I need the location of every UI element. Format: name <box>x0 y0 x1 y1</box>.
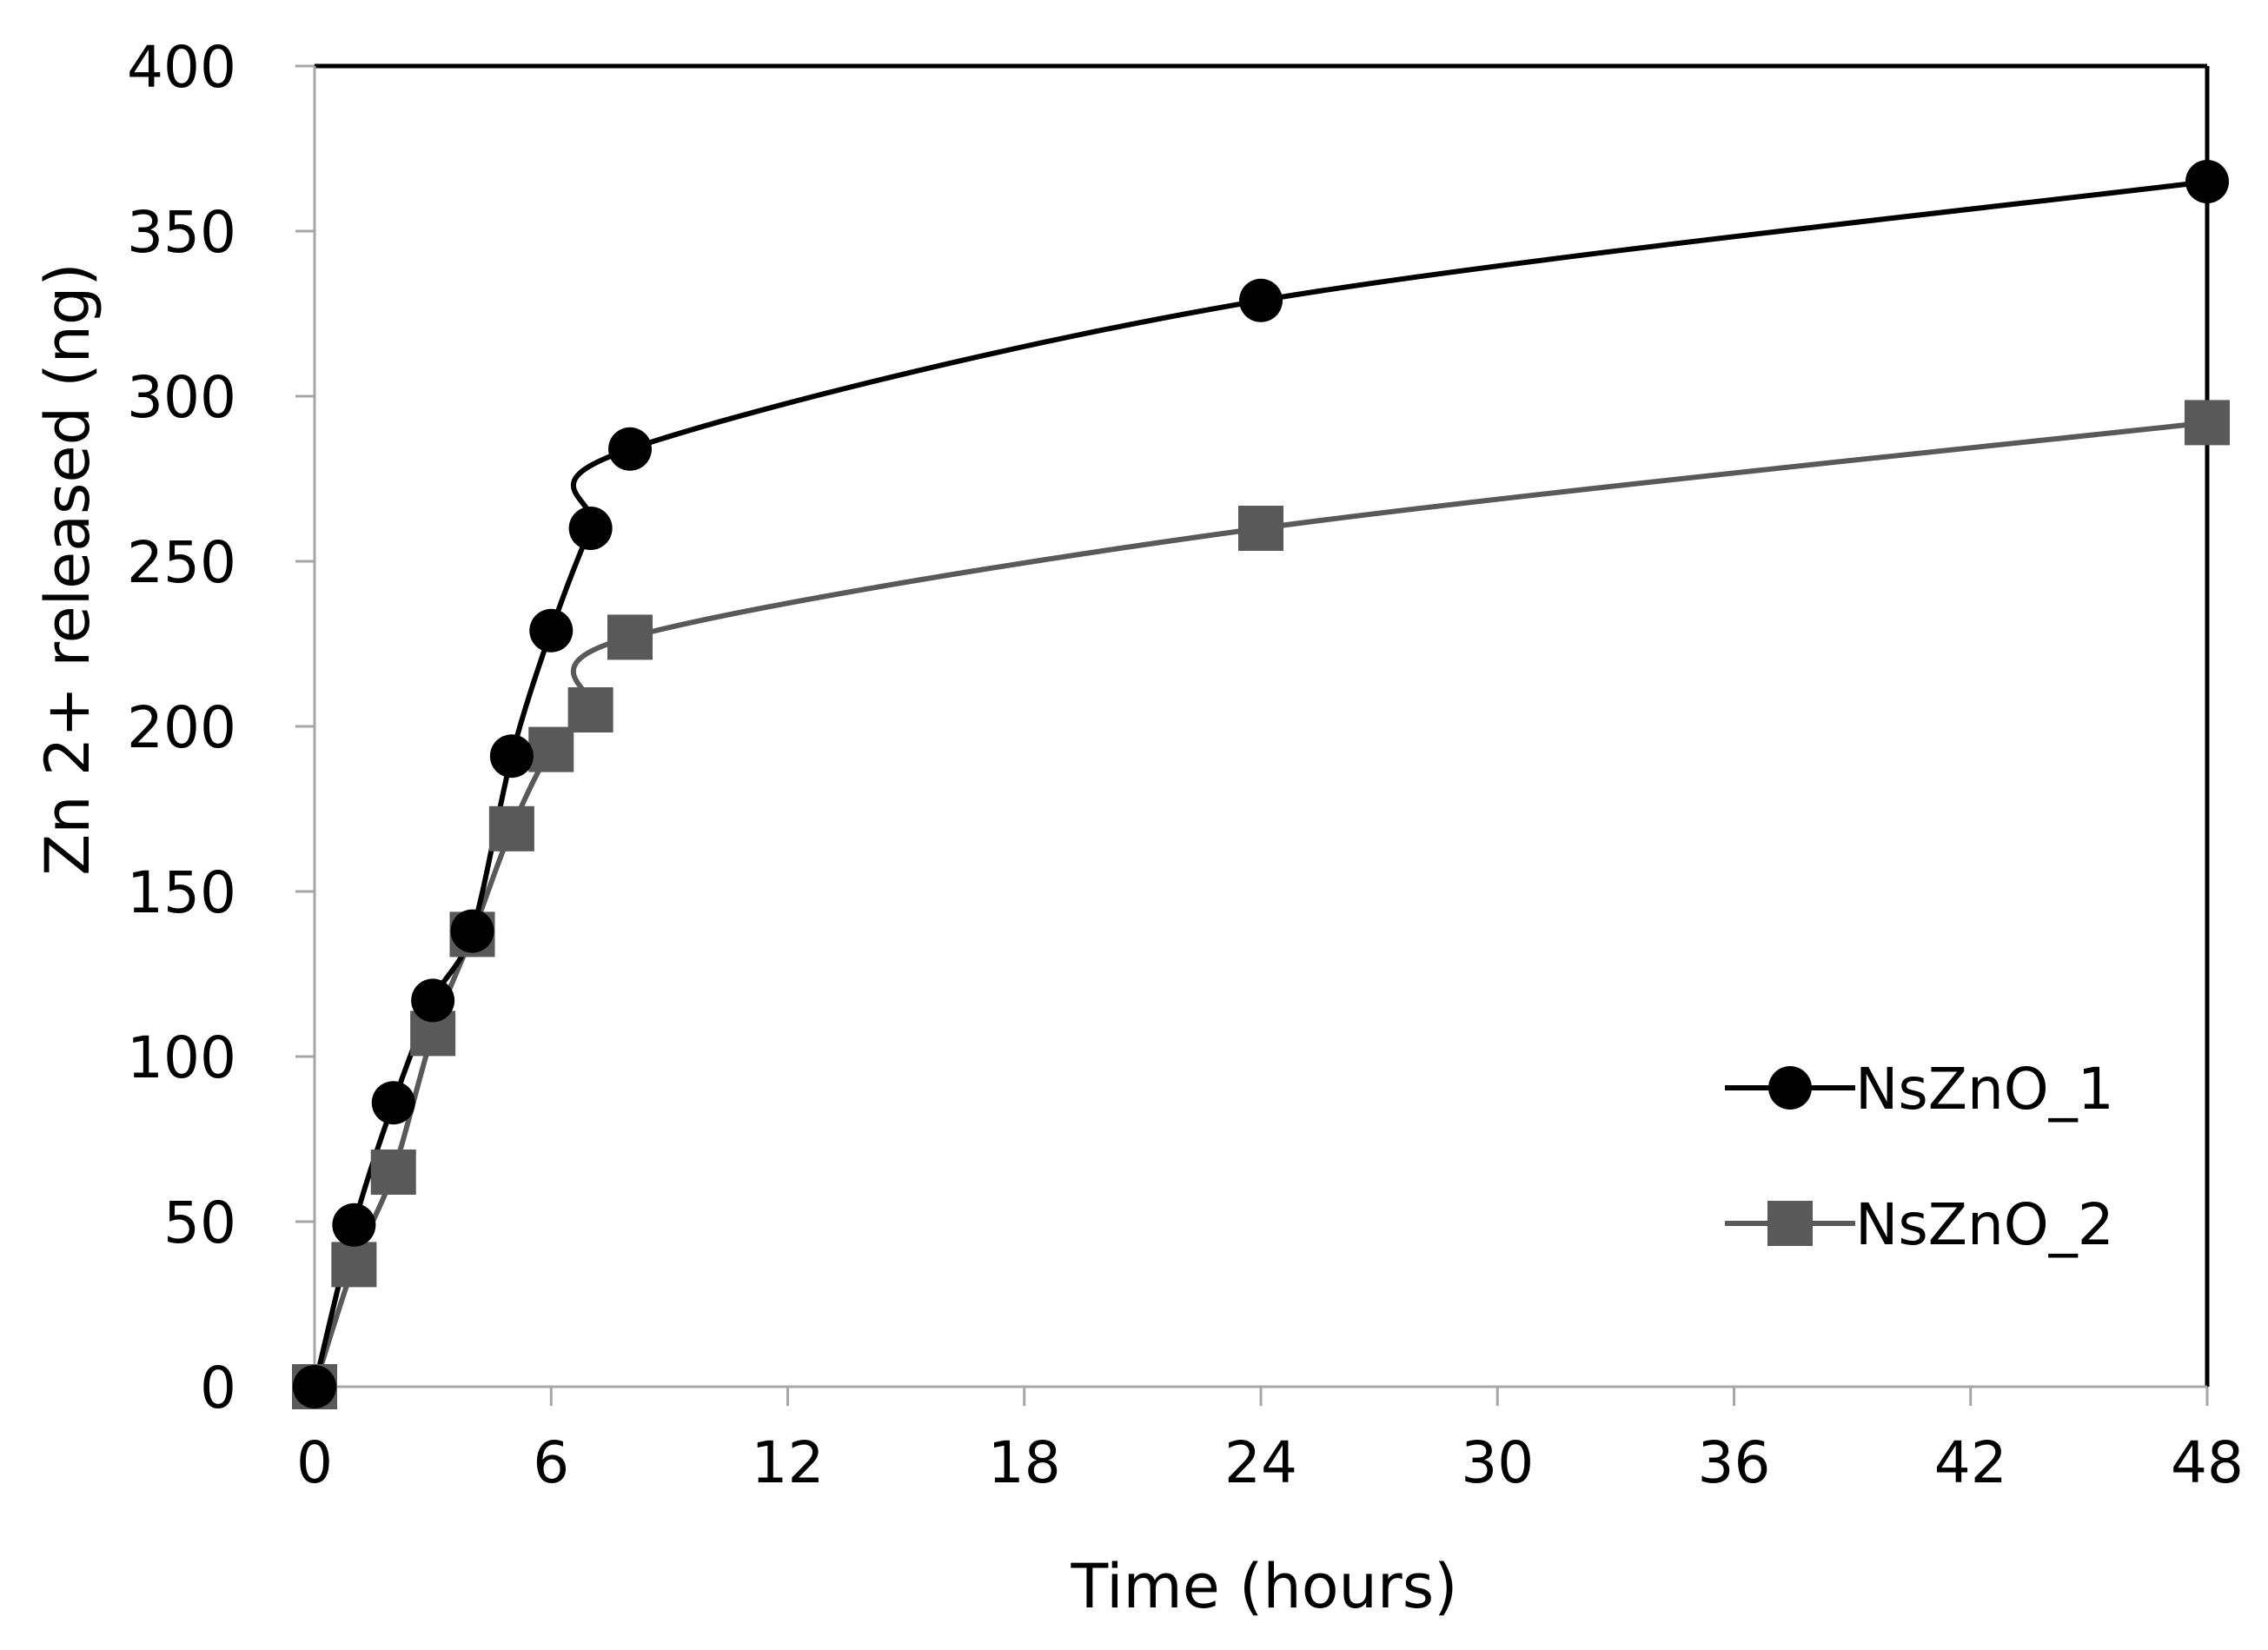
data-point-nszno-1 <box>1239 278 1283 322</box>
data-point-nszno-1 <box>371 1081 415 1125</box>
y-tick-label: 350 <box>127 199 236 266</box>
data-point-nszno-1 <box>608 427 652 471</box>
x-tick-label: 48 <box>2171 1429 2244 1496</box>
data-point-nszno-2 <box>607 614 653 660</box>
data-point-nszno-2 <box>528 726 574 772</box>
data-point-nszno-2 <box>567 687 613 732</box>
data-point-nszno-1 <box>568 507 613 550</box>
x-tick-label: 12 <box>752 1429 825 1496</box>
y-tick-label: 250 <box>127 529 236 596</box>
x-tick-label: 24 <box>1224 1429 1297 1496</box>
y-tick-label: 100 <box>127 1024 236 1091</box>
tick-labels: 0 6 12 18 24 30 36 42 48 0 50 100 150 200 250 300 350 400 <box>127 34 2244 1496</box>
data-point-nszno-1 <box>529 608 574 653</box>
x-tick-label: 0 <box>296 1429 333 1496</box>
y-tick-label: 150 <box>127 859 236 926</box>
data-point-nszno-2 <box>2185 400 2230 446</box>
legend-marker <box>1768 1066 1812 1110</box>
data-point-nszno-2 <box>331 1242 377 1288</box>
legend-label: NsZnO_2 <box>1855 1191 2114 1258</box>
data-point-nszno-1 <box>489 734 534 779</box>
data-point-nszno-1 <box>2185 160 2229 203</box>
x-tick-label: 30 <box>1461 1429 1534 1496</box>
data-point-nszno-1 <box>293 1365 336 1408</box>
data-point-nszno-2 <box>1238 506 1283 551</box>
data-point-nszno-2 <box>370 1150 416 1195</box>
y-tick-label: 200 <box>127 694 236 761</box>
data-markers <box>292 160 2230 1409</box>
x-tick-label: 42 <box>1934 1429 2007 1496</box>
y-axis-title: Zn 2+ released (ng) <box>32 262 103 875</box>
x-axis-title: Time (hours) <box>1071 1551 1458 1622</box>
y-tick-label: 300 <box>127 364 236 431</box>
legend-marker <box>1767 1201 1813 1246</box>
legend-label: NsZnO_1 <box>1855 1056 2114 1123</box>
data-point-nszno-1 <box>450 909 494 953</box>
y-tick-label: 400 <box>127 34 236 101</box>
legend-item-nszno-1: NsZnO_1 <box>1725 1056 2114 1123</box>
x-tick-label: 6 <box>533 1429 569 1496</box>
data-point-nszno-2 <box>488 805 534 852</box>
data-point-nszno-1 <box>411 978 455 1023</box>
legend-item-nszno-2: NsZnO_2 <box>1725 1191 2114 1258</box>
y-tick-label: 50 <box>163 1189 236 1256</box>
x-tick-label: 18 <box>988 1429 1061 1496</box>
data-point-nszno-1 <box>332 1203 376 1247</box>
legend: NsZnO_1 NsZnO_2 <box>1725 1056 2114 1258</box>
x-tick-label: 36 <box>1698 1429 1771 1496</box>
y-tick-label: 0 <box>200 1355 236 1421</box>
